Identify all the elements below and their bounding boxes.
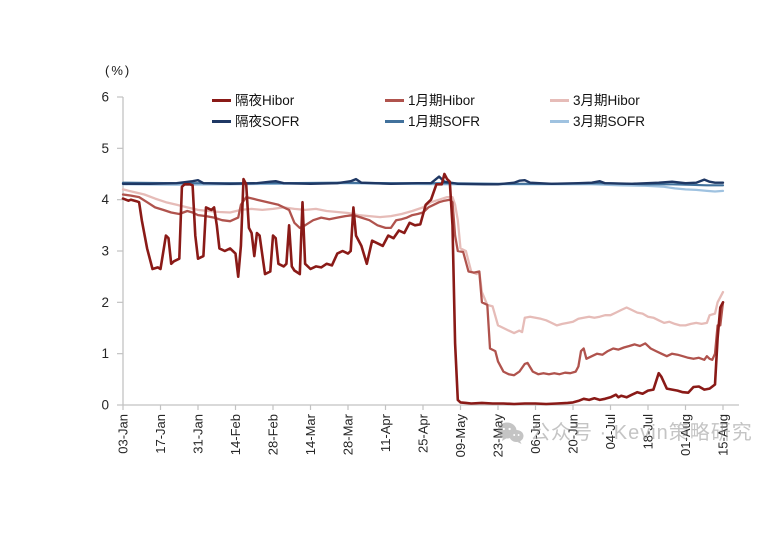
legend-swatch-overnight-hibor: [212, 99, 231, 102]
x-axis-tick-label: 17-Jan: [153, 414, 168, 454]
x-axis-tick-label: 14-Mar: [303, 413, 318, 455]
legend-item-1m-hibor: 1月期Hibor: [385, 92, 475, 109]
legend: 隔夜Hibor 1月期Hibor 3月期Hibor 隔夜SOFR 1月期SOFR…: [212, 92, 712, 136]
x-axis-tick-label: 06-Jun: [528, 414, 543, 454]
legend-label: 1月期Hibor: [408, 92, 475, 108]
legend-label: 隔夜SOFR: [235, 113, 300, 129]
legend-item-overnight-hibor: 隔夜Hibor: [212, 92, 294, 109]
y-axis-tick-label: 6: [101, 90, 109, 105]
legend-swatch-1m-hibor: [385, 99, 404, 102]
x-axis-tick-label: 25-Apr: [416, 413, 431, 453]
x-axis-tick-label: 04-Jul: [603, 414, 618, 450]
y-axis-tick-label: 4: [101, 192, 109, 207]
x-axis-tick-label: 18-Jul: [641, 414, 656, 450]
series-line-1m-hibor: [121, 193, 725, 377]
y-axis-tick-label: 5: [101, 141, 109, 156]
legend-item-1m-sofr: 1月期SOFR: [385, 113, 480, 130]
y-axis-tick-label: 0: [101, 398, 109, 413]
legend-swatch-1m-sofr: [385, 120, 404, 123]
series-line-overnight-hibor: [121, 172, 725, 406]
x-axis-tick-label: 03-Jan: [116, 414, 131, 454]
legend-swatch-3m-hibor: [550, 99, 569, 102]
legend-item-overnight-sofr: 隔夜SOFR: [212, 113, 300, 130]
series-line-3m-hibor: [121, 188, 725, 335]
legend-swatch-3m-sofr: [550, 120, 569, 123]
y-axis-tick-label: 1: [101, 346, 109, 361]
x-axis-tick-label: 15-Aug: [716, 414, 731, 456]
x-axis-tick-label: 11-Apr: [378, 413, 393, 452]
legend-label: 1月期SOFR: [408, 113, 481, 129]
legend-swatch-overnight-sofr: [212, 120, 231, 123]
x-axis-tick-label: 20-Jun: [566, 414, 581, 454]
legend-label: 3月期Hibor: [573, 92, 640, 108]
x-axis-tick-label: 09-May: [453, 414, 468, 458]
x-axis-tick-label: 23-May: [491, 414, 506, 458]
legend-item-3m-hibor: 3月期Hibor: [550, 92, 640, 109]
x-axis-tick-label: 01-Aug: [678, 414, 693, 456]
legend-item-3m-sofr: 3月期SOFR: [550, 113, 645, 130]
legend-label: 隔夜Hibor: [235, 92, 295, 108]
legend-label: 3月期SOFR: [573, 113, 646, 129]
x-axis-tick-label: 28-Mar: [341, 413, 356, 455]
x-axis-tick-label: 14-Feb: [228, 414, 243, 455]
x-axis-tick-label: 31-Jan: [191, 414, 206, 454]
series-line-overnight-sofr: [121, 175, 725, 186]
y-axis-tick-label: 3: [101, 244, 109, 259]
x-axis-tick-label: 28-Feb: [266, 414, 281, 455]
y-axis-unit-label: (%): [105, 63, 132, 78]
y-axis-tick-label: 2: [101, 295, 109, 310]
